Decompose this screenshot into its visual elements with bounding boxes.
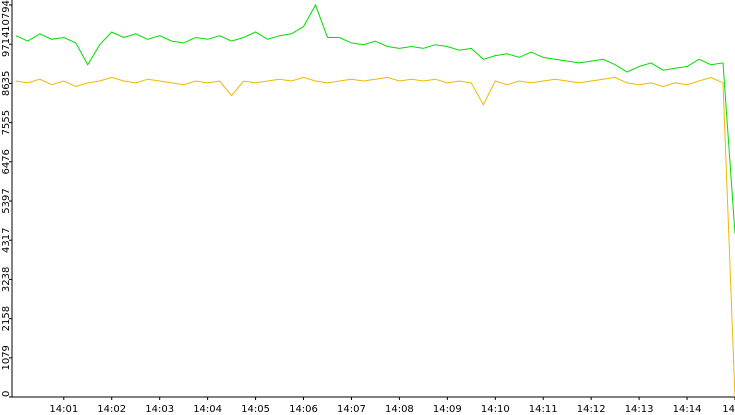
x-tick-label: 14:09 [433,404,462,415]
x-tick-label: 14:10 [481,404,510,415]
y-tick-label: 8635 [1,71,12,96]
y-tick-label: 4317 [1,227,12,252]
y-tick-label: 7555 [1,110,12,135]
x-tick-label: 14 [722,404,735,415]
y-tick-label: 6476 [1,149,12,174]
x-tick-label: 14:14 [673,404,702,415]
x-tick-label: 14:13 [625,404,654,415]
x-tick-label: 14:07 [337,404,366,415]
series-line [15,76,735,398]
x-tick-label: 14:05 [241,404,270,415]
x-tick-label: 14:12 [577,404,606,415]
y-tick-label: 2158 [1,306,12,331]
y-tick-label: 1079 [1,345,12,370]
y-tick-label: 5397 [1,188,12,213]
x-tick-label: 14:08 [385,404,414,415]
y-tick-label: 9714 [1,31,12,56]
x-tick-label: 14:04 [193,404,222,415]
y-tick-label: 0 [1,391,12,397]
y-tick-label: 3238 [1,267,12,292]
series-line [15,3,735,234]
x-tick-label: 14:11 [529,404,558,415]
x-tick-label: 14:03 [145,404,174,415]
x-tick-label: 14:01 [49,404,78,415]
x-tick-label: 14:06 [289,404,318,415]
y-tick-label: 10794 [1,0,12,32]
x-tick-label: 14:02 [97,404,126,415]
